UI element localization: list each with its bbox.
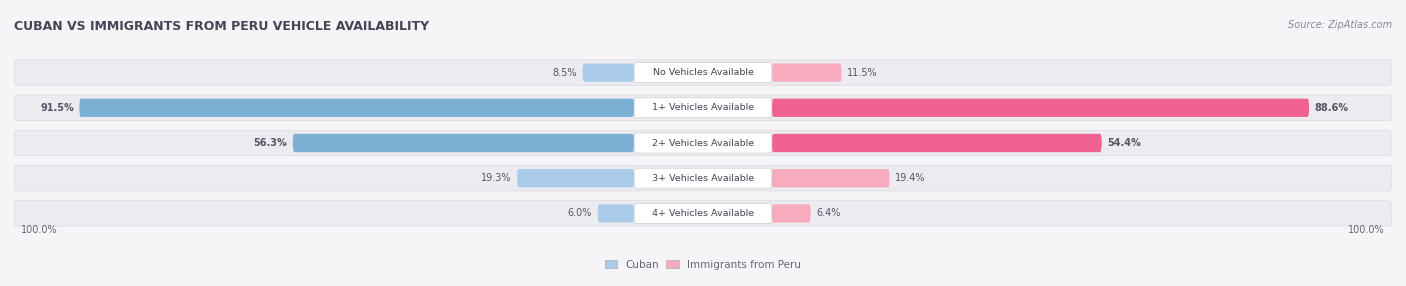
Text: No Vehicles Available: No Vehicles Available [652, 68, 754, 77]
Text: CUBAN VS IMMIGRANTS FROM PERU VEHICLE AVAILABILITY: CUBAN VS IMMIGRANTS FROM PERU VEHICLE AV… [14, 20, 429, 33]
Text: Source: ZipAtlas.com: Source: ZipAtlas.com [1288, 20, 1392, 30]
FancyBboxPatch shape [634, 98, 772, 118]
Text: 1+ Vehicles Available: 1+ Vehicles Available [652, 103, 754, 112]
Text: 56.3%: 56.3% [253, 138, 287, 148]
Legend: Cuban, Immigrants from Peru: Cuban, Immigrants from Peru [605, 260, 801, 270]
Text: 100.0%: 100.0% [1348, 225, 1385, 235]
FancyBboxPatch shape [772, 134, 1102, 152]
Text: 6.0%: 6.0% [568, 208, 592, 219]
FancyBboxPatch shape [582, 63, 634, 82]
FancyBboxPatch shape [598, 204, 634, 223]
FancyBboxPatch shape [634, 133, 772, 153]
Text: 19.4%: 19.4% [896, 173, 925, 183]
FancyBboxPatch shape [517, 169, 634, 187]
FancyBboxPatch shape [772, 169, 890, 187]
Text: 4+ Vehicles Available: 4+ Vehicles Available [652, 209, 754, 218]
Text: 6.4%: 6.4% [817, 208, 841, 219]
Text: 8.5%: 8.5% [553, 67, 576, 78]
FancyBboxPatch shape [292, 134, 634, 152]
Text: 19.3%: 19.3% [481, 173, 512, 183]
FancyBboxPatch shape [634, 168, 772, 188]
FancyBboxPatch shape [772, 63, 842, 82]
FancyBboxPatch shape [634, 63, 772, 83]
Text: 91.5%: 91.5% [41, 103, 75, 113]
FancyBboxPatch shape [772, 99, 1309, 117]
Text: 11.5%: 11.5% [848, 67, 877, 78]
FancyBboxPatch shape [634, 203, 772, 223]
Text: 88.6%: 88.6% [1315, 103, 1348, 113]
FancyBboxPatch shape [14, 60, 1392, 85]
FancyBboxPatch shape [14, 130, 1392, 156]
Text: 3+ Vehicles Available: 3+ Vehicles Available [652, 174, 754, 183]
FancyBboxPatch shape [14, 166, 1392, 191]
Text: 2+ Vehicles Available: 2+ Vehicles Available [652, 138, 754, 148]
FancyBboxPatch shape [14, 95, 1392, 120]
FancyBboxPatch shape [79, 99, 634, 117]
FancyBboxPatch shape [14, 201, 1392, 226]
FancyBboxPatch shape [772, 204, 811, 223]
Text: 100.0%: 100.0% [21, 225, 58, 235]
Text: 54.4%: 54.4% [1107, 138, 1140, 148]
